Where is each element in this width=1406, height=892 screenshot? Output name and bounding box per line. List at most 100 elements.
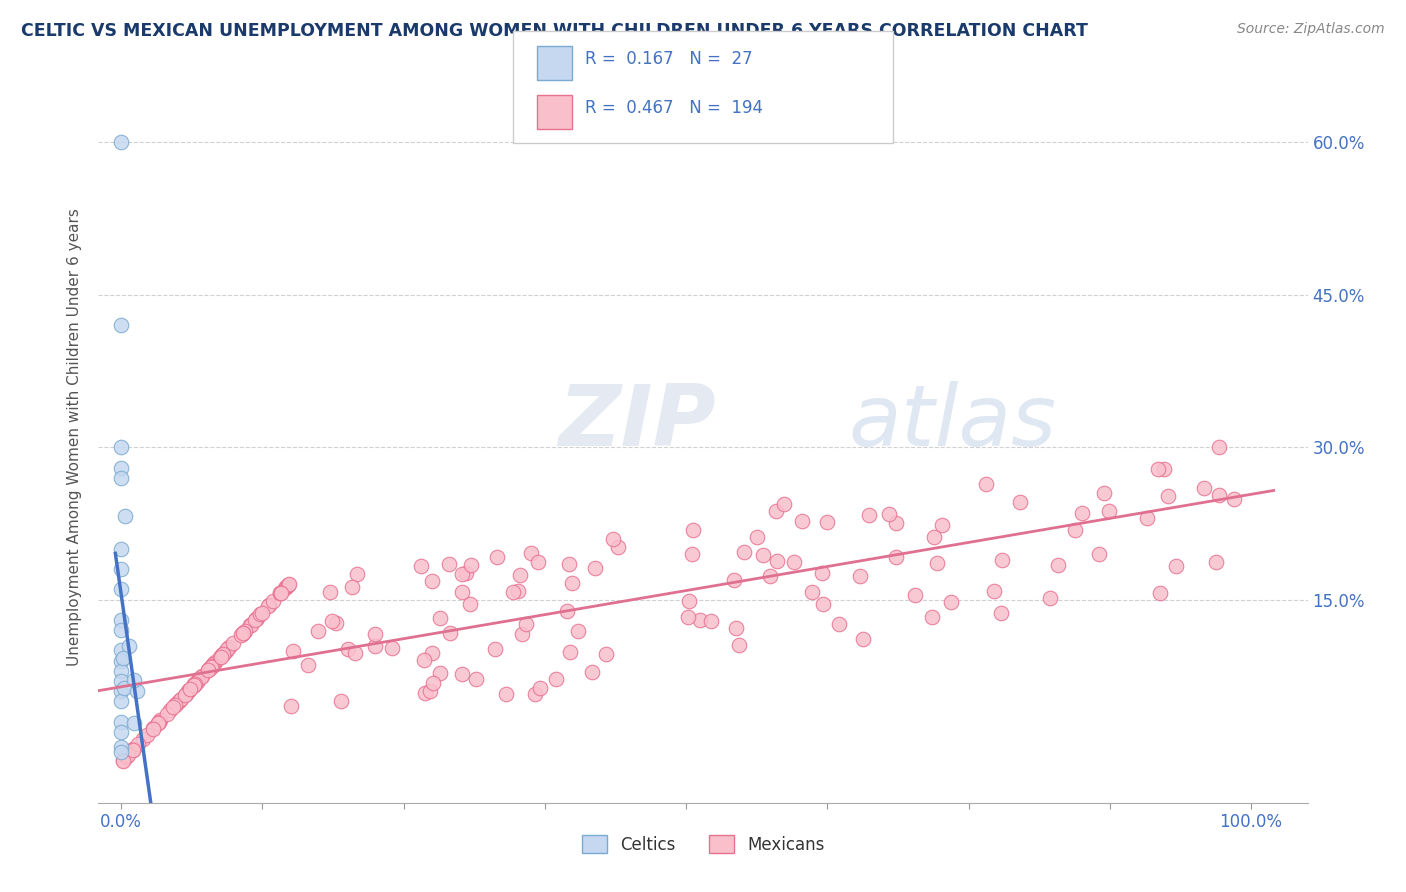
- Point: [1205, 555, 1227, 569]
- Point: [115, 750, 138, 764]
- Point: [555, 604, 578, 618]
- Point: [111, 651, 134, 665]
- Point: [1039, 591, 1062, 605]
- Point: [689, 613, 711, 627]
- Point: [209, 649, 232, 664]
- Point: [197, 664, 219, 678]
- Point: [173, 688, 195, 702]
- Point: [243, 613, 266, 627]
- Point: [852, 632, 875, 646]
- Point: [725, 621, 748, 635]
- Point: [927, 556, 949, 570]
- Point: [118, 640, 141, 654]
- Point: [110, 673, 132, 688]
- Point: [166, 695, 188, 709]
- Point: [595, 647, 617, 661]
- Point: [773, 497, 796, 511]
- Point: [519, 545, 541, 559]
- Point: [121, 743, 143, 757]
- Point: [246, 611, 269, 625]
- Point: [745, 530, 768, 544]
- Point: [159, 703, 181, 717]
- Point: [269, 586, 291, 600]
- Point: [179, 682, 201, 697]
- Point: [1164, 559, 1187, 574]
- Point: [110, 623, 132, 637]
- Point: [343, 647, 366, 661]
- Point: [849, 569, 872, 583]
- Point: [939, 595, 962, 609]
- Point: [277, 578, 299, 592]
- Point: [904, 589, 927, 603]
- Point: [681, 547, 703, 561]
- Point: [567, 624, 589, 639]
- Point: [269, 586, 291, 600]
- Point: [281, 644, 304, 658]
- Point: [828, 617, 851, 632]
- Point: [325, 615, 347, 630]
- Point: [200, 659, 222, 673]
- Point: [121, 743, 143, 757]
- Legend: Celtics, Mexicans: Celtics, Mexicans: [575, 829, 831, 860]
- Point: [115, 749, 138, 764]
- Point: [222, 636, 245, 650]
- Point: [419, 683, 441, 698]
- Point: [321, 614, 343, 628]
- Point: [135, 728, 157, 742]
- Point: [439, 626, 461, 640]
- Point: [1092, 486, 1115, 500]
- Point: [232, 625, 254, 640]
- Point: [1208, 440, 1230, 454]
- Text: R =  0.467   N =  194: R = 0.467 N = 194: [585, 99, 763, 117]
- Point: [197, 664, 219, 678]
- Point: [114, 508, 136, 523]
- Point: [142, 722, 165, 736]
- Text: atlas: atlas: [848, 381, 1056, 464]
- Point: [149, 714, 172, 728]
- Point: [212, 647, 235, 661]
- Point: [217, 642, 239, 657]
- Point: [233, 624, 256, 638]
- Point: [422, 646, 444, 660]
- Point: [792, 515, 814, 529]
- Point: [877, 507, 900, 521]
- Point: [583, 561, 606, 575]
- Point: [229, 628, 252, 642]
- Point: [110, 460, 132, 475]
- Point: [239, 618, 262, 632]
- Point: [465, 672, 488, 686]
- Point: [215, 644, 238, 658]
- Point: [557, 557, 579, 571]
- Text: ZIP: ZIP: [558, 381, 716, 464]
- Point: [183, 677, 205, 691]
- Point: [990, 553, 1012, 567]
- Point: [815, 515, 838, 529]
- Point: [451, 666, 474, 681]
- Point: [884, 550, 907, 565]
- Point: [420, 574, 443, 588]
- Point: [200, 660, 222, 674]
- Text: Source: ZipAtlas.com: Source: ZipAtlas.com: [1237, 22, 1385, 37]
- Point: [1147, 462, 1170, 476]
- Point: [510, 626, 533, 640]
- Point: [811, 597, 834, 611]
- Point: [181, 679, 204, 693]
- Point: [678, 593, 700, 607]
- Point: [122, 742, 145, 756]
- Point: [110, 745, 132, 759]
- Point: [524, 687, 547, 701]
- Point: [734, 545, 756, 559]
- Point: [211, 648, 233, 662]
- Point: [110, 654, 132, 668]
- Point: [204, 655, 226, 669]
- Point: [280, 699, 302, 714]
- Point: [1098, 504, 1121, 518]
- Point: [110, 714, 132, 729]
- Point: [245, 612, 267, 626]
- Point: [111, 754, 134, 768]
- Point: [262, 594, 284, 608]
- Point: [723, 574, 745, 588]
- Point: [413, 685, 436, 699]
- Point: [218, 640, 240, 655]
- Point: [1157, 489, 1180, 503]
